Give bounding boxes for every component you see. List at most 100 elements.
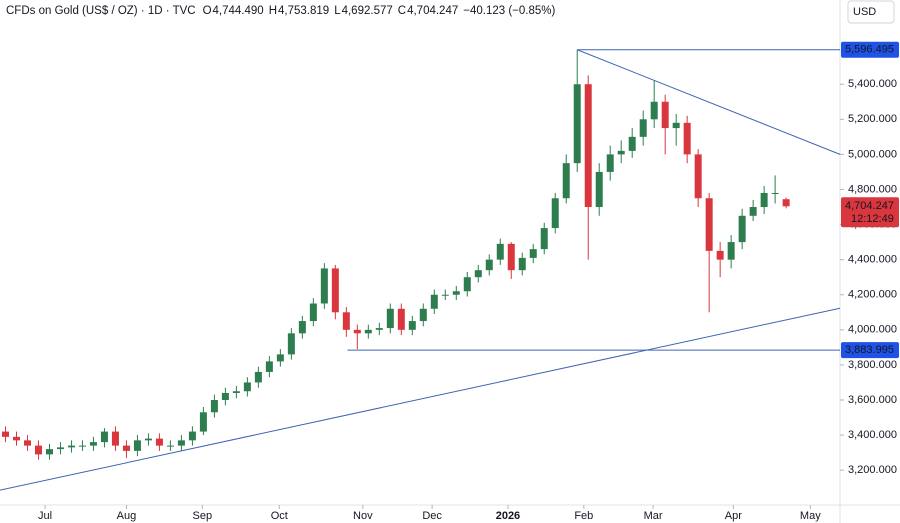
ohlc-value: 4,744.490 — [213, 5, 264, 17]
candle-body — [111, 431, 119, 446]
y-tick-label: 5,400.000 — [848, 78, 897, 90]
trend-line — [577, 49, 841, 155]
x-tick-label: Nov — [353, 510, 373, 522]
chart-title: CFDs on Gold (US$ / OZ) · 1D · TVC — [6, 5, 196, 17]
candle-body — [452, 291, 460, 295]
price-label-box — [841, 342, 899, 359]
candle-body — [56, 447, 64, 450]
candle-body — [518, 257, 526, 271]
candle-body — [782, 199, 790, 207]
x-tick-label: Jul — [38, 510, 52, 522]
ohlc-label: O — [203, 5, 212, 17]
x-tick-label: Apr — [725, 510, 742, 522]
candle-body — [1, 431, 9, 437]
candle-body — [221, 392, 229, 400]
candle-body — [12, 436, 20, 441]
candle-body — [419, 308, 427, 322]
y-tick-label: 4,400.000 — [848, 254, 897, 266]
candle-body — [672, 122, 680, 129]
price-label-box — [841, 41, 899, 58]
candle-body — [771, 192, 779, 194]
candle-body — [254, 371, 262, 383]
candle-body — [639, 119, 647, 137]
x-tick-label: Mar — [644, 510, 663, 522]
change: −40.123 (−0.85%) — [463, 5, 555, 17]
candle-body — [595, 171, 603, 208]
candle-body — [529, 249, 537, 258]
x-tick-label: Feb — [574, 510, 593, 522]
candle-body — [67, 445, 75, 448]
candle-body — [331, 268, 339, 313]
candle-body — [364, 329, 372, 334]
candle-body — [485, 259, 493, 271]
candle-body — [606, 154, 614, 172]
candle-body — [408, 321, 416, 330]
candle-body — [760, 192, 768, 208]
candle-body — [210, 400, 218, 413]
candle-body — [562, 163, 570, 199]
candle-body — [309, 303, 317, 322]
ohlc-value: 4,692.577 — [342, 5, 393, 17]
candle-body — [199, 412, 207, 432]
header: CFDs on Gold (US$ / OZ) · 1D · TVC O 4,744… — [6, 5, 555, 17]
ohlc-value: 4,704.247 — [407, 5, 458, 17]
candle-body — [738, 215, 746, 243]
x-tick-label: Aug — [117, 510, 137, 522]
currency-button[interactable] — [847, 0, 895, 24]
candle-body — [133, 440, 141, 451]
candle-body — [89, 442, 97, 446]
candle-body — [386, 308, 394, 329]
x-tick-label: Oct — [271, 510, 288, 522]
countdown: 12:12:49 — [851, 213, 894, 225]
candle-body — [463, 277, 471, 292]
candle-body — [617, 150, 625, 155]
price-label: 3,883.995 — [845, 344, 894, 356]
candle-body — [342, 312, 350, 330]
candle-body — [507, 243, 515, 271]
y-tick-label: 5,200.000 — [848, 113, 897, 125]
y-tick-label: 3,600.000 — [848, 394, 897, 406]
y-tick-label: 3,800.000 — [848, 359, 897, 371]
candle-body — [100, 431, 108, 443]
candle-body — [650, 101, 658, 120]
candle-body — [573, 84, 581, 164]
candle-body — [320, 268, 328, 304]
candle-body — [540, 228, 548, 250]
candle-body — [683, 122, 691, 155]
candle-body — [716, 250, 724, 260]
candle-body — [177, 440, 185, 446]
candle-body — [430, 294, 438, 309]
last-price: 4,704.247 — [845, 200, 894, 212]
candle-body — [551, 198, 559, 229]
candle-body — [166, 445, 174, 447]
last-price-box — [841, 197, 899, 228]
candle-body — [155, 438, 163, 446]
candle-body — [243, 382, 251, 392]
candle-body — [78, 445, 86, 447]
candle-body — [265, 361, 273, 372]
x-tick-label: 2026 — [496, 510, 520, 522]
candle-body — [188, 431, 196, 441]
candle-body — [628, 136, 636, 151]
x-tick-label: Dec — [422, 510, 442, 522]
y-tick-label: 3,200.000 — [848, 464, 897, 476]
candle-body — [705, 198, 713, 251]
price-label: 5,596.495 — [845, 44, 894, 56]
candle-body — [496, 243, 504, 260]
candle-body — [287, 333, 295, 355]
candle-body — [144, 438, 152, 441]
candle-body — [34, 445, 42, 455]
candle-body — [474, 270, 482, 278]
candle-body — [232, 391, 240, 393]
candle-body — [45, 449, 53, 455]
candle-body — [276, 354, 284, 362]
ohlc-value: 4,753.819 — [278, 5, 329, 17]
candle-body — [661, 101, 669, 129]
candle-body — [749, 207, 757, 216]
x-tick-label: May — [800, 510, 821, 522]
ohlc-label: H — [269, 5, 277, 17]
currency[interactable]: USD — [853, 6, 876, 18]
candle-body — [397, 308, 405, 330]
